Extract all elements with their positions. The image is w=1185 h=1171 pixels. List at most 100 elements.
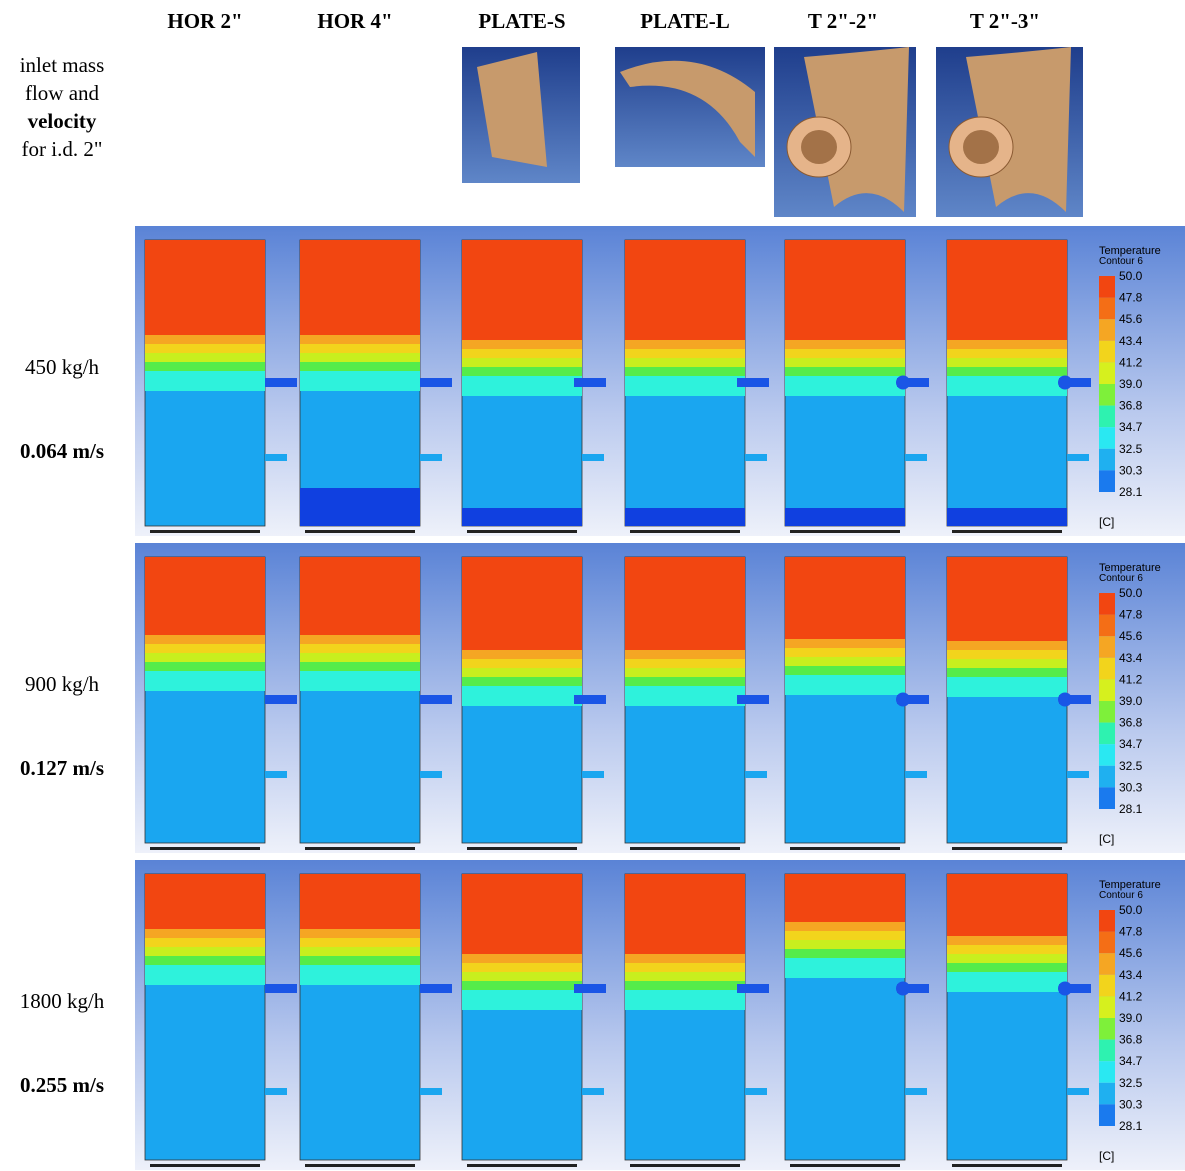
legend-value: 32.5	[1119, 759, 1143, 773]
band	[947, 677, 1067, 697]
scale-bar	[790, 1164, 900, 1167]
outlet-pipe	[420, 1088, 442, 1095]
legend-swatch	[1099, 1039, 1115, 1062]
band	[462, 972, 582, 981]
inlet-pipe	[1059, 695, 1091, 704]
outlet-pipe	[745, 454, 767, 461]
legend-value: 47.8	[1119, 608, 1143, 622]
band	[947, 963, 1067, 972]
scale-bar	[790, 530, 900, 533]
legend-swatch	[1099, 319, 1115, 341]
band	[785, 958, 905, 978]
legend-swatch	[1099, 679, 1115, 701]
legend-unit: [C]	[1099, 832, 1114, 846]
inlet-pipe	[420, 695, 452, 704]
band-hot	[300, 557, 420, 635]
band	[145, 929, 265, 938]
band	[625, 650, 745, 659]
band	[145, 344, 265, 353]
band	[462, 367, 582, 376]
scale-bar	[952, 1164, 1062, 1167]
band	[145, 653, 265, 662]
inlet-pipe-end	[1058, 692, 1072, 707]
scale-bar	[630, 1164, 740, 1167]
legend-value: 47.8	[1119, 291, 1143, 305]
inlet-pipe	[265, 984, 297, 993]
band	[145, 362, 265, 371]
legend-value: 30.3	[1119, 1097, 1143, 1111]
band	[785, 666, 905, 675]
band	[462, 659, 582, 668]
band	[145, 671, 265, 691]
band	[145, 965, 265, 985]
band	[785, 940, 905, 949]
scale-bar	[305, 1164, 415, 1167]
outlet-pipe	[582, 771, 604, 778]
scale-bar	[150, 1164, 260, 1167]
legend-value: 28.1	[1119, 1119, 1143, 1133]
legend-value: 34.7	[1119, 1054, 1143, 1068]
band	[947, 358, 1067, 367]
legend-swatch	[1099, 765, 1115, 788]
band-hot	[462, 557, 582, 650]
legend-value: 43.4	[1119, 334, 1143, 348]
band	[462, 340, 582, 349]
row-flow: 900 kg/h	[25, 672, 100, 696]
band	[462, 990, 582, 1010]
inlet-pipe	[1059, 378, 1091, 387]
scale-bar	[630, 847, 740, 850]
band-cold	[300, 488, 420, 526]
band	[300, 965, 420, 985]
outlet-pipe	[905, 454, 927, 461]
legend-swatch	[1099, 614, 1115, 637]
legend-swatch	[1099, 931, 1115, 954]
inlet-pipe	[574, 984, 606, 993]
band	[785, 657, 905, 666]
legend-title: Temperature	[1099, 562, 1161, 574]
band	[300, 671, 420, 691]
legend-value: 50.0	[1119, 903, 1143, 917]
band	[462, 677, 582, 686]
inlet-pipe	[737, 695, 769, 704]
scale-bar	[305, 530, 415, 533]
legend-swatch	[1099, 701, 1115, 723]
band-hot	[462, 240, 582, 340]
band-hot	[300, 240, 420, 335]
device-pipe-hole	[801, 130, 837, 164]
band	[300, 644, 420, 653]
band	[300, 929, 420, 938]
band	[625, 972, 745, 981]
legend-value: 39.0	[1119, 377, 1143, 391]
band-hot	[145, 874, 265, 929]
band	[625, 963, 745, 972]
legend-swatch	[1099, 744, 1115, 766]
legend-value: 36.8	[1119, 716, 1143, 730]
scale-bar	[305, 847, 415, 850]
legend-value: 45.6	[1119, 629, 1143, 643]
legend-value: 28.1	[1119, 485, 1143, 499]
inlet-pipe	[897, 984, 929, 993]
outlet-pipe	[265, 454, 287, 461]
row-velocity: 0.127 m/s	[20, 756, 104, 780]
band	[947, 340, 1067, 349]
band	[300, 344, 420, 353]
legend-swatch	[1099, 657, 1115, 680]
band-hot	[145, 557, 265, 635]
band-hot	[625, 874, 745, 954]
legend-value: 43.4	[1119, 968, 1143, 982]
legend-swatch	[1099, 1104, 1115, 1126]
inlet-pipe	[737, 984, 769, 993]
band	[145, 956, 265, 965]
band	[462, 376, 582, 396]
column-header: HOR 2"	[167, 9, 242, 33]
legend-value: 41.2	[1119, 672, 1143, 686]
band	[145, 938, 265, 947]
legend-title: Temperature	[1099, 879, 1161, 891]
band	[300, 335, 420, 344]
legend-swatch	[1099, 910, 1115, 932]
legend-swatch	[1099, 427, 1115, 449]
legend-value: 41.2	[1119, 989, 1143, 1003]
scale-bar	[150, 847, 260, 850]
scale-bar	[790, 847, 900, 850]
band-cold	[947, 508, 1067, 526]
